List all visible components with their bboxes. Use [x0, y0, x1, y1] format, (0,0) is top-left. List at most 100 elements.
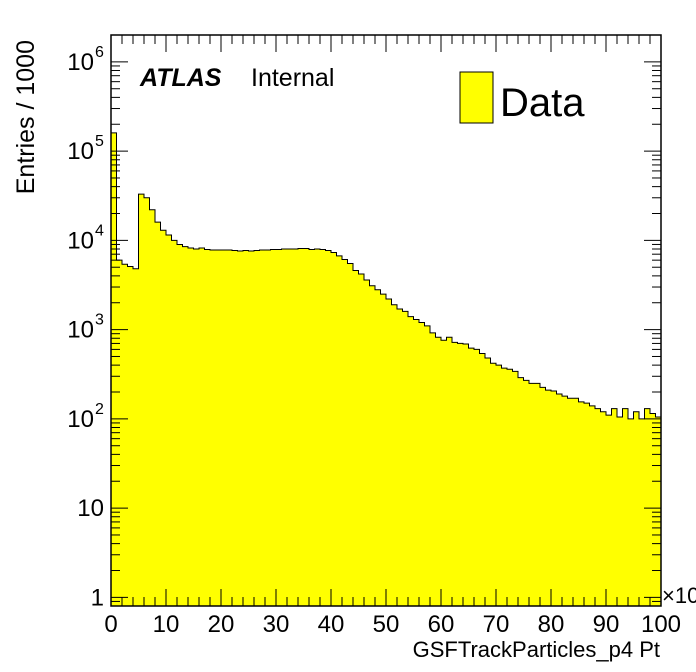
y-tick-exponent: 4	[95, 222, 104, 239]
histogram-bar	[408, 316, 414, 606]
histogram-bar	[644, 408, 651, 606]
y-tick-label: 1	[91, 584, 104, 611]
histogram-bar	[457, 343, 464, 606]
x-tick-label: 20	[208, 611, 235, 638]
y-tick-label: 10	[67, 49, 94, 76]
x-tick-label: 50	[373, 611, 400, 638]
histogram-bar	[364, 279, 370, 606]
histogram-bar	[144, 197, 150, 607]
histogram-bar	[259, 249, 266, 607]
x-tick-label: 10	[153, 611, 180, 638]
histogram-bar	[430, 332, 436, 606]
histogram-bar	[479, 353, 486, 606]
histogram-bar	[309, 249, 315, 606]
histogram-bar	[650, 413, 656, 606]
histogram-bar	[248, 250, 255, 606]
histogram-bar	[226, 249, 233, 607]
y-tick-exponent: 5	[95, 133, 104, 150]
histogram-bar	[188, 248, 194, 606]
histogram-bar	[523, 380, 530, 606]
histogram-bar	[639, 418, 645, 606]
histogram-bar	[622, 408, 629, 606]
histogram-bar	[468, 348, 475, 606]
x-tick-label: 30	[263, 611, 290, 638]
histogram-bar	[155, 222, 161, 606]
histogram	[110, 132, 662, 607]
histogram-bar	[336, 255, 343, 607]
x-axis-title: GSFTrackParticles_p4 Pt	[413, 637, 660, 662]
x-tick-label: 70	[483, 611, 510, 638]
histogram-bar	[254, 250, 260, 607]
histogram-bar	[391, 304, 398, 606]
histogram-bar	[413, 319, 420, 606]
histogram-bar	[303, 248, 310, 606]
histogram-bar	[122, 264, 128, 606]
histogram-bar	[292, 249, 299, 606]
histogram-bar	[551, 391, 557, 606]
histogram-bar	[298, 248, 304, 606]
histogram-bar	[446, 337, 453, 606]
histogram-bar	[485, 358, 491, 606]
histogram-bar	[232, 250, 238, 607]
y-tick-label: 10	[77, 495, 104, 522]
histogram-bar	[496, 365, 502, 606]
legend-label-data: Data	[500, 81, 585, 125]
histogram-bar	[611, 408, 618, 606]
histogram-bar	[133, 268, 139, 606]
x-tick-label: 40	[318, 611, 345, 638]
histogram-bar	[567, 398, 574, 606]
histogram-bar	[540, 387, 546, 606]
histogram-bar	[160, 230, 167, 607]
histogram-bar	[441, 340, 447, 606]
histogram-bar	[529, 383, 535, 606]
histogram-bar	[342, 259, 348, 606]
histogram-bar	[281, 249, 288, 606]
histogram-bar	[606, 415, 612, 606]
y-tick-label: 10	[67, 227, 94, 254]
histogram-bar	[314, 249, 321, 606]
histogram-bar	[573, 398, 579, 606]
y-tick-label: 10	[67, 406, 94, 433]
histogram-bar	[474, 349, 480, 606]
histogram-bar	[320, 249, 326, 606]
histogram-bar	[419, 322, 425, 606]
histogram-bar	[633, 411, 640, 606]
histogram-outline	[110, 132, 662, 606]
histogram-bar	[595, 408, 601, 606]
y-tick-exponent: 6	[95, 44, 104, 61]
histogram-bar	[265, 249, 271, 607]
x-tick-label: 100	[641, 611, 681, 638]
histogram-bar	[518, 377, 524, 606]
x-tick-label: 80	[538, 611, 565, 638]
histogram-bar	[452, 342, 458, 606]
histogram-bar	[424, 325, 431, 606]
histogram-bar	[589, 405, 596, 606]
histogram-bar	[512, 371, 519, 606]
histogram-bar	[199, 248, 205, 606]
histogram-bar	[562, 396, 568, 606]
histogram-bar	[435, 337, 442, 606]
status-label: Internal	[251, 64, 334, 92]
histogram-bar	[545, 390, 552, 606]
y-axis-title: Entries / 1000	[12, 40, 40, 194]
histogram-bar	[215, 249, 222, 607]
x-tick-label: 90	[593, 611, 620, 638]
histogram-bar	[287, 249, 293, 606]
histogram-bar	[534, 383, 541, 606]
histogram-bar	[325, 250, 332, 607]
histogram-bar	[138, 194, 145, 606]
histogram-bar	[171, 240, 178, 606]
histogram-bar	[204, 249, 211, 606]
histogram-bar	[331, 252, 337, 606]
histogram-bar	[375, 289, 381, 606]
histogram-bar	[556, 393, 563, 606]
histogram-bar	[358, 273, 365, 606]
histogram-bar	[402, 311, 409, 606]
histogram-bar	[380, 294, 387, 606]
y-tick-exponent: 2	[95, 401, 104, 418]
histogram-bar	[111, 132, 117, 606]
histogram-bar	[237, 250, 244, 606]
histogram-bar	[386, 299, 392, 606]
histogram-bar	[149, 209, 156, 606]
